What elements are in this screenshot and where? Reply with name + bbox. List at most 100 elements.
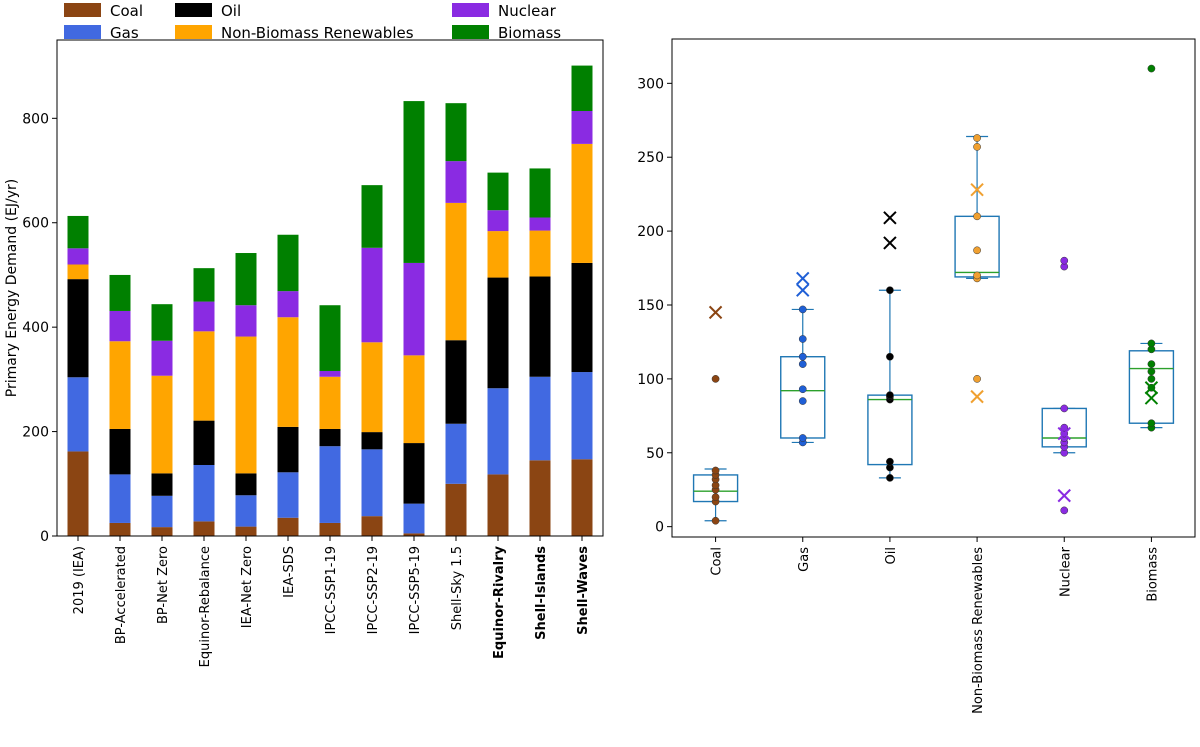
- bar-gas-equinor-rebalance: [193, 464, 215, 522]
- cross-stroke: [970, 183, 984, 197]
- bar-biomass-equinor-rivalry: [487, 172, 509, 211]
- cross-nuclear: [1057, 488, 1071, 503]
- bar-nuclear-ipcc-ssp1-19: [319, 371, 341, 377]
- point-non-biomass-renewables: [973, 212, 981, 221]
- bar-oil-shell-sky-1-5: [445, 340, 467, 424]
- x-tick-label: BP-Accelerated: [114, 546, 129, 644]
- bar-gas-shell-waves: [571, 372, 593, 460]
- point-biomass: [1147, 64, 1156, 73]
- bar-coal-2019-iea: [67, 451, 89, 536]
- bar-biomass-shell-sky-1-5: [445, 103, 467, 162]
- cross-biomass: [1144, 381, 1159, 395]
- bar-oil-ipcc-ssp1-19: [319, 428, 341, 447]
- bar-biomass-iea-sds: [277, 234, 299, 292]
- point-nuclear: [1060, 404, 1069, 413]
- bar-gas-iea-net-zero: [235, 495, 257, 527]
- y-tick-label: 150: [637, 298, 664, 314]
- y-tick-label: 100: [637, 372, 664, 388]
- legend-label-coal: Coal: [110, 2, 143, 20]
- bar-biomass-bp-net-zero: [151, 304, 173, 341]
- legend-label-oil: Oil: [221, 2, 241, 20]
- point-biomass: [1147, 419, 1156, 428]
- cross-stroke: [1144, 391, 1159, 405]
- point-coal: [711, 466, 720, 475]
- bar-oil-bp-accelerated: [109, 428, 131, 475]
- legend-swatch-coal: [64, 3, 101, 17]
- point-gas: [798, 397, 807, 405]
- cross-gas: [796, 271, 810, 286]
- y-tick-label: 0: [655, 520, 664, 536]
- bar-gas-ipcc-ssp2-19: [361, 449, 383, 517]
- bar-coal-iea-sds: [277, 517, 299, 536]
- bar-gas-shell-sky-1-5: [445, 423, 467, 484]
- bar-biomass-ipcc-ssp2-19: [361, 185, 383, 248]
- bar-nuclear-2019-iea: [67, 248, 89, 265]
- point-gas: [798, 305, 807, 314]
- point-non-biomass-renewables: [973, 375, 981, 383]
- bar-non-biomass-renewables-2019-iea: [67, 264, 89, 280]
- legend-swatch-biomass: [452, 25, 489, 39]
- legend-label-gas: Gas: [110, 24, 139, 42]
- bar-nuclear-equinor-rebalance: [193, 301, 215, 332]
- bar-non-biomass-renewables-ipcc-ssp1-19: [319, 376, 341, 429]
- x-tick-label: Shell-Waves: [576, 546, 591, 635]
- bar-nuclear-iea-sds: [277, 291, 299, 318]
- cross-stroke: [708, 305, 723, 320]
- bar-coal-equinor-rivalry: [487, 474, 509, 536]
- cross-stroke: [970, 389, 984, 404]
- point-gas: [798, 385, 807, 394]
- cross-stroke: [883, 236, 897, 250]
- point-biomass: [1147, 375, 1156, 383]
- point-non-biomass-renewables: [973, 143, 981, 151]
- bar-gas-2019-iea: [67, 377, 89, 452]
- bar-biomass-2019-iea: [67, 215, 89, 249]
- bar-gas-ipcc-ssp5-19: [403, 503, 425, 534]
- point-gas: [798, 335, 807, 343]
- bar-coal-ipcc-ssp1-19: [319, 522, 341, 536]
- bar-oil-iea-sds: [277, 426, 299, 473]
- bar-biomass-iea-net-zero: [235, 253, 257, 306]
- bar-nuclear-bp-net-zero: [151, 340, 173, 376]
- cross-non-biomass-renewables: [970, 389, 984, 404]
- plot-area: [672, 39, 1195, 537]
- bar-oil-ipcc-ssp2-19: [361, 432, 383, 450]
- x-tick-label: Coal: [710, 547, 725, 576]
- x-tick-label: Equinor-Rivalry: [492, 545, 507, 658]
- bar-gas-equinor-rivalry: [487, 388, 509, 475]
- x-tick-label: 2019 (IEA): [72, 546, 87, 614]
- bar-nuclear-equinor-rivalry: [487, 210, 509, 232]
- legend-swatch-gas: [64, 25, 101, 39]
- bar-non-biomass-renewables-iea-sds: [277, 317, 299, 427]
- bar-oil-shell-islands: [529, 276, 551, 377]
- point-gas: [798, 360, 807, 368]
- bar-coal-ipcc-ssp5-19: [403, 533, 425, 536]
- bar-non-biomass-renewables-shell-sky-1-5: [445, 202, 467, 341]
- bar-oil-ipcc-ssp5-19: [403, 443, 425, 504]
- bar-non-biomass-renewables-shell-waves: [571, 143, 593, 263]
- legend-swatch-oil: [175, 3, 212, 17]
- cross-stroke: [1057, 488, 1071, 503]
- point-oil: [886, 474, 894, 482]
- x-tick-label: Shell-Sky 1.5: [450, 546, 465, 630]
- bar-non-biomass-renewables-bp-accelerated: [109, 341, 131, 429]
- legend: Coal Gas Oil Non-Biomass Renewables Nuclear B…: [64, 2, 561, 42]
- cross-stroke: [1144, 381, 1159, 395]
- y-tick-label: 200: [22, 425, 49, 441]
- x-tick-label: Gas: [797, 547, 812, 572]
- bar-oil-2019-iea: [67, 279, 89, 378]
- bar-biomass-equinor-rebalance: [193, 268, 215, 302]
- bar-non-biomass-renewables-ipcc-ssp2-19: [361, 342, 383, 433]
- bar-oil-shell-waves: [571, 262, 593, 373]
- bar-nuclear-ipcc-ssp5-19: [403, 262, 425, 356]
- bar-nuclear-bp-accelerated: [109, 310, 131, 342]
- plot-frame: [56, 39, 604, 537]
- cross-non-biomass-renewables: [970, 183, 984, 197]
- bar-coal-ipcc-ssp2-19: [361, 516, 383, 536]
- x-tick-label: IPCC-SSP5-19: [408, 546, 423, 634]
- cross-stroke: [796, 271, 810, 286]
- y-tick-label: 400: [22, 320, 49, 336]
- cross-oil: [883, 211, 897, 225]
- stacked-bar-chart: 2019 (IEA) BP-Accelerated BP-Net Zero Equin…: [4, 39, 604, 667]
- cross-nuclear: [1057, 426, 1071, 441]
